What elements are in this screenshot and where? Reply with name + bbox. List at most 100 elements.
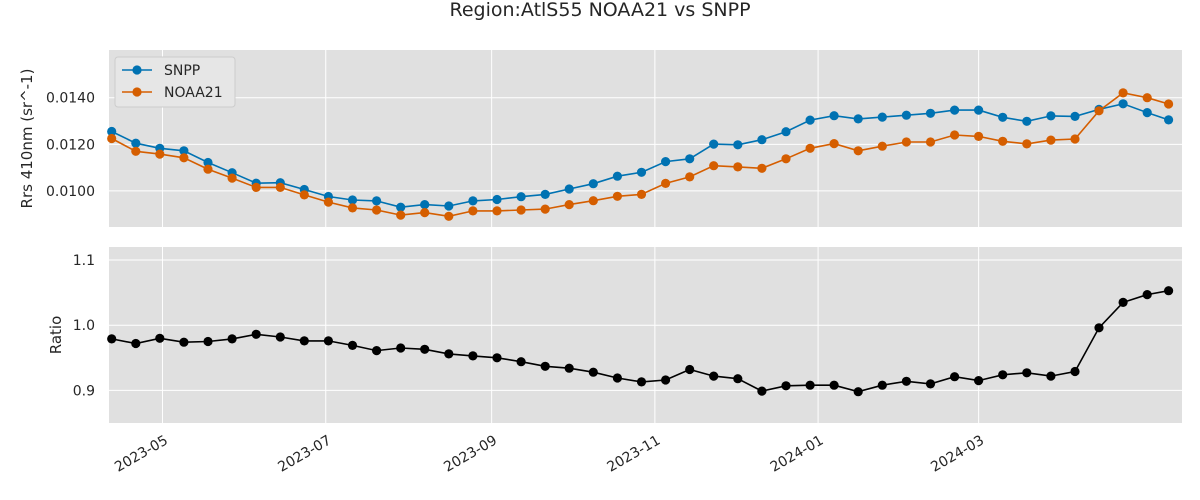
data-point-ratio [805,380,815,390]
data-point-ratio [829,380,839,390]
data-point-ratio [1142,290,1152,300]
data-point-noaa21 [251,182,261,192]
data-point-noaa21 [227,173,237,183]
data-point-noaa21 [444,211,454,221]
data-point-snpp [131,138,141,148]
data-point-snpp [636,167,647,177]
data-point-ratio [1118,297,1128,307]
data-point-ratio [974,376,984,386]
data-point-snpp [709,139,719,149]
x-tick-label: 2023-09 [441,433,500,476]
legend-entry-snpp: SNPP [122,63,200,79]
data-point-snpp [1164,115,1174,125]
data-point-noaa21 [468,206,478,216]
data-point-noaa21 [1118,88,1128,98]
data-point-ratio [372,346,382,356]
data-point-noaa21 [516,205,526,215]
data-point-ratio [179,337,189,347]
data-point-noaa21 [299,190,309,200]
x-tick-label: 2023-05 [112,433,171,476]
legend-marker-noaa21 [132,87,142,97]
data-point-snpp [372,196,382,206]
data-point-noaa21 [781,154,791,164]
data-point-snpp [107,126,117,137]
data-point-ratio [251,329,261,339]
bottom-y-ticks: 0.9 1.0 1.1 [73,253,95,399]
data-point-ratio [588,367,598,377]
data-point-ratio [709,371,719,381]
data-point-snpp [901,110,912,120]
data-point-ratio [492,353,502,363]
data-point-noaa21 [974,131,984,141]
top-y-tick-label: 0.0120 [46,137,95,153]
data-point-noaa21 [107,133,117,144]
data-point-noaa21 [636,189,647,199]
data-point-noaa21 [323,197,333,207]
data-point-snpp [661,157,671,167]
data-point-ratio [1164,286,1174,296]
data-point-ratio [661,375,671,385]
data-point-snpp [444,201,454,211]
bottom-y-axis-label: Ratio [47,316,65,355]
data-point-ratio [853,387,863,397]
data-point-snpp [1142,108,1152,118]
legend-label-snpp: SNPP [164,63,200,79]
data-point-snpp [179,146,189,156]
top-y-tick-label: 0.0140 [46,91,95,107]
data-point-noaa21 [1164,99,1174,109]
data-point-snpp [757,135,767,145]
data-point-noaa21 [275,182,285,192]
data-point-ratio [564,363,574,373]
bottom-y-tick-label: 1.1 [73,253,95,269]
data-point-noaa21 [1046,135,1056,145]
data-point-ratio [1094,323,1104,333]
data-point-noaa21 [829,139,839,149]
data-point-snpp [805,115,815,125]
data-point-noaa21 [853,146,863,156]
data-point-ratio [540,361,550,371]
bottom-panel: 0.9 1.0 1.1 Ratio [47,247,1182,423]
x-axis-ticks: 2023-05 2023-07 2023-09 2023-11 2024-01 2024-… [112,433,987,476]
data-point-ratio [901,376,912,386]
top-panel: 0.0100 0.0120 0.0140 Rrs 410nm (sr^-1) SNP… [18,50,1182,227]
data-point-ratio [1046,371,1056,381]
bottom-plot-area [109,247,1182,423]
data-point-ratio [155,333,165,343]
data-point-noaa21 [155,149,165,159]
data-point-snpp [853,114,863,124]
data-point-snpp [588,179,598,189]
legend-marker-snpp [132,65,142,75]
data-point-snpp [829,111,839,121]
data-point-snpp [516,192,526,202]
top-series-group [107,88,1174,221]
data-point-ratio [131,338,141,349]
data-point-snpp [540,189,550,199]
data-point-noaa21 [347,203,358,213]
x-tick-label: 2024-03 [928,433,987,476]
data-point-snpp [347,195,358,205]
data-point-ratio [612,373,623,383]
data-point-snpp [1046,111,1056,121]
data-point-noaa21 [733,162,743,172]
data-point-ratio [733,374,743,384]
data-point-snpp [564,184,574,194]
data-point-snpp [925,108,936,118]
data-point-snpp [950,105,960,115]
data-point-ratio [468,351,478,361]
data-point-snpp [396,202,406,212]
data-point-ratio [685,364,695,375]
data-point-snpp [877,112,887,122]
legend: SNPP NOAA21 [114,56,236,108]
legend-label-noaa21: NOAA21 [164,85,223,101]
data-point-noaa21 [612,191,623,201]
data-point-snpp [492,194,502,205]
data-point-ratio [227,334,237,344]
data-point-ratio [323,336,333,346]
data-point-snpp [468,196,478,206]
data-point-noaa21 [1142,93,1152,103]
data-point-noaa21 [372,205,382,215]
data-point-snpp [998,112,1008,122]
data-point-noaa21 [1094,106,1104,116]
x-tick-label: 2024-01 [768,433,827,476]
